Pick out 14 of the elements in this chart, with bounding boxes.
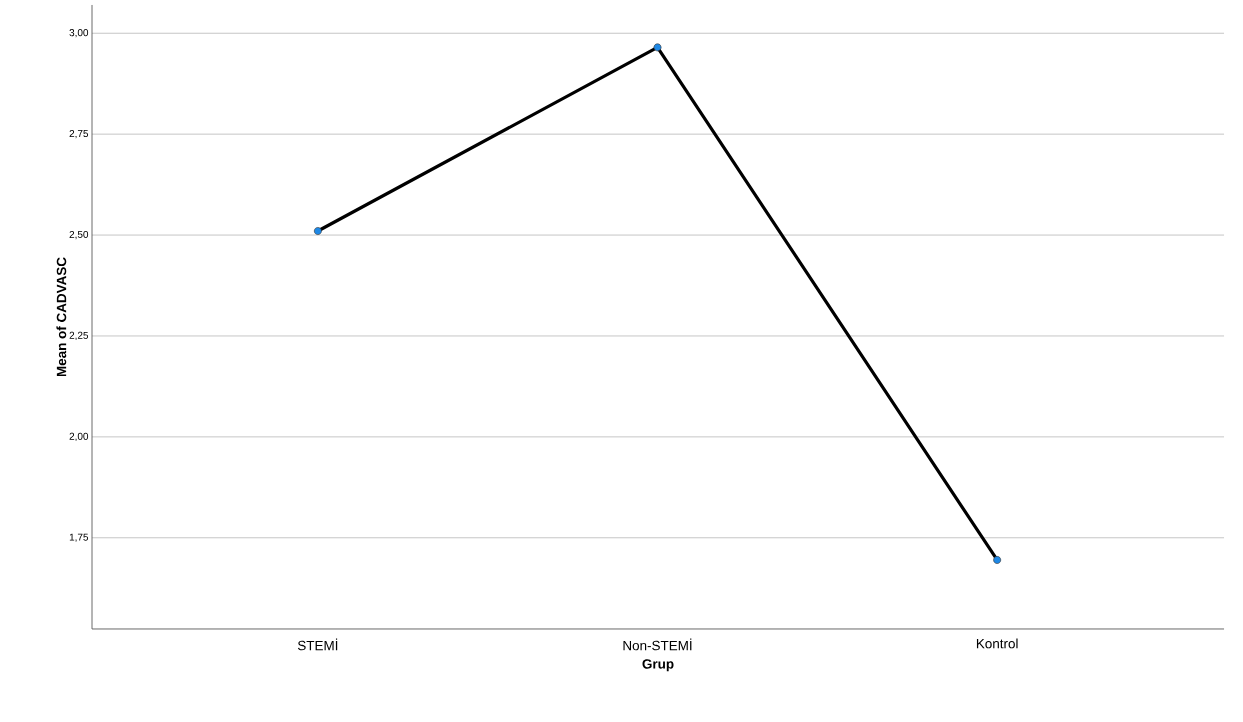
y-axis-title: Mean of CADVASC	[56, 257, 67, 377]
y-tick-label: 2,00	[69, 432, 89, 441]
y-tick-label: 2,75	[69, 130, 89, 139]
x-axis-title: Grup	[642, 659, 674, 672]
point	[653, 43, 662, 52]
y-tick-label: 2,50	[69, 230, 89, 240]
y-tick-label: 1,75	[69, 533, 89, 542]
point	[993, 556, 1002, 564]
point	[313, 227, 322, 235]
y-tick-label: 3,00	[69, 29, 89, 38]
y-tick-label: 2,25	[69, 331, 89, 341]
x-tick-label: STEMİ	[297, 638, 338, 651]
x-tick-label: Non-STEMİ	[623, 638, 692, 651]
x-tick-label: Kontrol	[976, 638, 1018, 649]
